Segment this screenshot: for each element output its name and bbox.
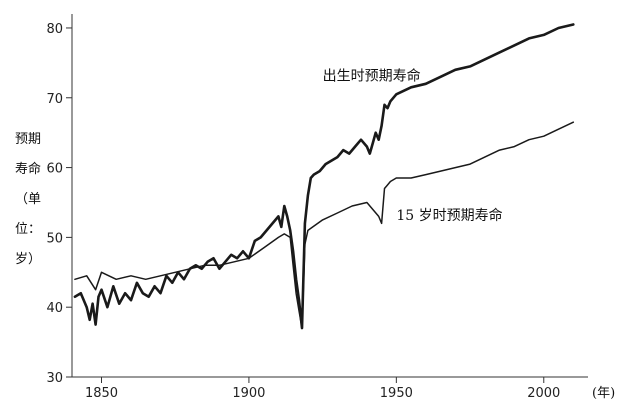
y-tick-label: 70 — [46, 92, 63, 107]
x-axis-unit: (年) — [592, 386, 615, 401]
x-tick-label: 1950 — [380, 386, 413, 401]
y-axis-label-line: 位： — [15, 222, 41, 237]
x-tick-label: 2000 — [527, 386, 560, 401]
y-tick-label: 30 — [46, 371, 63, 386]
y-tick-label: 50 — [46, 231, 63, 246]
series-birth-label: 出生时预期寿命 — [323, 67, 421, 84]
y-tick-label: 80 — [46, 22, 63, 37]
x-tick-label: 1900 — [232, 386, 265, 401]
x-ticks: 1850 1900 1950 2000 — [85, 377, 560, 401]
y-axis-label-line: 预期 — [15, 132, 41, 147]
series-age15-line — [74, 121, 575, 329]
series-group: 出生时预期寿命 15 岁时预期寿命 — [73, 23, 575, 330]
series-birth-line — [73, 23, 575, 330]
x-tick-label: 1850 — [85, 386, 118, 401]
y-axis-label-line: （单 — [15, 192, 41, 207]
series-age15-label: 15 岁时预期寿命 — [396, 207, 502, 224]
y-ticks: 30 40 50 60 70 80 — [46, 22, 72, 386]
y-tick-label: 40 — [46, 301, 63, 316]
axes — [71, 14, 588, 378]
y-tick-label: 60 — [46, 162, 63, 177]
y-axis-label-line: 岁） — [15, 252, 41, 267]
y-axis-label: 预期寿命 （单位： 岁） — [15, 132, 41, 267]
y-axis-label-line: 寿命 — [15, 161, 41, 177]
